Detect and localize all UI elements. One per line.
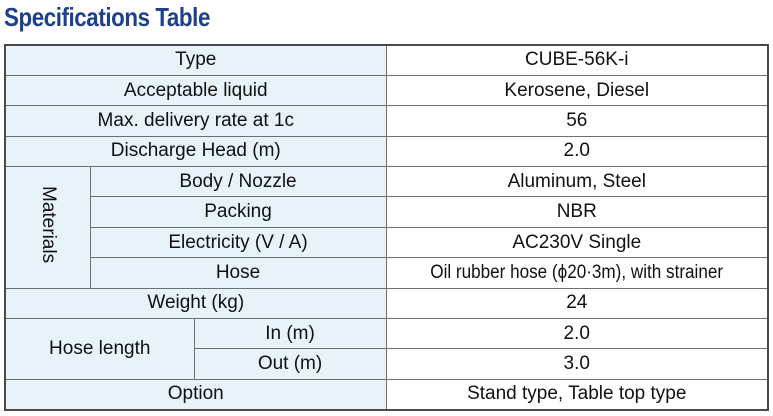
hose-label: Hose	[89, 257, 387, 289]
table-row: Option Stand type, Table top type	[4, 378, 769, 411]
weight-label: Weight (kg)	[4, 287, 387, 320]
table-row: Packing NBR	[5, 196, 769, 228]
discharge-head-value: 2.0	[385, 135, 769, 168]
page-title: Specifications Table	[4, 2, 210, 32]
table-row: Electricity (V / A) AC230V Single	[5, 226, 769, 259]
acceptable-liquid-value: Kerosene, Diesel	[385, 74, 769, 107]
table-row: Hose length In (m) 2.0	[4, 318, 769, 380]
electricity-label: Electricity (V / A)	[89, 226, 387, 259]
body-nozzle-label: Body / Nozzle	[89, 166, 387, 198]
type-label: Type	[4, 44, 387, 76]
packing-value: NBR	[385, 196, 769, 228]
materials-label: Materials	[37, 185, 59, 263]
hose-in-value: 2.0	[385, 318, 769, 350]
discharge-head-label: Discharge Head (m)	[4, 135, 387, 168]
table-row: Materials Body / Nozzle Aluminum, Steel	[4, 166, 769, 289]
table-row: Acceptable liquid Kerosene, Diesel	[4, 74, 769, 107]
option-label: Option	[4, 378, 387, 411]
packing-label: Packing	[89, 196, 387, 228]
hose-length-label: Hose length	[4, 318, 195, 380]
electricity-value: AC230V Single	[385, 226, 769, 259]
hose-out-value: 3.0	[385, 348, 769, 380]
table-row: Weight (kg) 24	[4, 287, 769, 320]
table-row: Max. delivery rate at 1c 56	[4, 105, 769, 137]
hose-value-cell: Oil rubber hose (ϕ20·3m), with strainer	[385, 257, 769, 289]
acceptable-liquid-label: Acceptable liquid	[4, 74, 387, 107]
weight-value: 24	[385, 287, 769, 320]
table-row: Type CUBE-56K-i	[4, 44, 769, 76]
delivery-rate-label: Max. delivery rate at 1c	[4, 105, 387, 137]
body-nozzle-value: Aluminum, Steel	[385, 166, 769, 198]
hose-out-label: Out (m)	[193, 348, 387, 380]
materials-group-cell: Materials	[4, 166, 91, 289]
type-value: CUBE-56K-i	[385, 44, 769, 76]
hose-value: Oil rubber hose (ϕ20·3m), with strainer	[430, 261, 724, 283]
table-row: Hose Oil rubber hose (ϕ20·3m), with stra…	[5, 257, 769, 289]
specifications-table: Type CUBE-56K-i Acceptable liquid Kerose…	[4, 44, 770, 411]
table-row: Out (m) 3.0	[5, 348, 769, 380]
hose-in-label: In (m)	[193, 318, 387, 350]
table-row: Discharge Head (m) 2.0	[4, 135, 769, 168]
option-value: Stand type, Table top type	[385, 378, 769, 411]
delivery-rate-value: 56	[385, 105, 769, 137]
